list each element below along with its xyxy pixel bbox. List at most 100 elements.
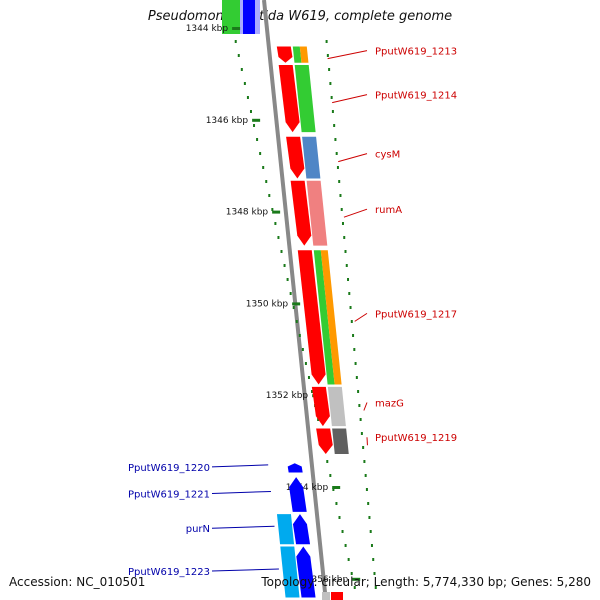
- ruler-dot: [326, 460, 329, 463]
- adjacent-cog-bottom: [322, 592, 330, 600]
- ruler-dot: [286, 278, 289, 281]
- genome-backbone: [262, 0, 328, 600]
- cog-block: [313, 250, 335, 385]
- adjacent-genes-top: [222, 0, 260, 34]
- gene-label: PputW619_1219: [375, 433, 457, 444]
- gene-arrow: [278, 65, 300, 133]
- outer-ruler-dot: [367, 502, 370, 505]
- ruler-dot: [304, 362, 307, 365]
- ruler-dot: [268, 194, 271, 197]
- ruler-dot: [335, 502, 338, 505]
- outer-ruler-dot: [369, 530, 372, 533]
- ruler-tick: 1354 kbp: [286, 483, 341, 493]
- adjacent-genes-bottom: [322, 592, 343, 600]
- ruler-tick: 1348 kbp: [226, 208, 281, 218]
- gene-label: cysM: [375, 150, 400, 161]
- adjacent-gene-top: [243, 0, 255, 34]
- gene-mazG: mazG: [311, 386, 404, 427]
- outer-ruler-dot: [373, 572, 376, 575]
- ruler-dot: [289, 292, 292, 295]
- outer-ruler-dot: [341, 222, 344, 225]
- outer-ruler-dot: [349, 306, 352, 309]
- outer-ruler-dot: [343, 236, 346, 239]
- adjacent-gene-bottom: [331, 592, 343, 600]
- outer-ruler-dot: [355, 376, 358, 379]
- outer-ruler-dot: [357, 390, 360, 393]
- genome-summary: Topology: circular; Length: 5,774,330 bp…: [261, 575, 591, 589]
- ruler-label: 1352 kbp: [266, 391, 309, 401]
- gene-leader: [211, 525, 275, 529]
- ruler-label: 1354 kbp: [286, 483, 329, 493]
- gene-arrow: [276, 46, 293, 63]
- ruler-dot: [277, 236, 280, 239]
- ruler-dot: [307, 376, 310, 379]
- outer-ruler-dot: [350, 320, 353, 323]
- gene-arrow: [290, 180, 312, 246]
- gene-PputW619_1217: PputW619_1217: [297, 250, 457, 385]
- outer-ruler-dot: [368, 516, 371, 519]
- ruler-dot: [271, 208, 274, 211]
- ruler-label: 1344 kbp: [186, 24, 229, 34]
- ruler-dot: [350, 572, 353, 575]
- outer-ruler-dot: [360, 432, 363, 435]
- gene-leader: [211, 464, 269, 468]
- ruler-dot: [256, 138, 259, 141]
- gene-arrow: [286, 136, 305, 179]
- ruler-dot: [283, 264, 286, 267]
- cog-block: [292, 46, 302, 63]
- ruler-tick: 1356 kbp: [306, 575, 361, 585]
- ruler-dot: [253, 124, 256, 127]
- gene-arrow: [311, 386, 330, 427]
- ruler-dot: [237, 54, 240, 57]
- outer-ruler-dot: [336, 166, 339, 169]
- outer-ruler-dot: [338, 180, 341, 183]
- outer-ruler-dot: [326, 54, 329, 57]
- ruler-tick-mark: [272, 210, 281, 214]
- gene-PputW619_1223: PputW619_1223: [128, 546, 316, 598]
- ruler-dot: [259, 152, 262, 155]
- gene-leader: [338, 153, 368, 163]
- ruler-dot: [249, 110, 252, 113]
- ruler-tick-mark: [292, 302, 301, 306]
- ruler-tick-mark: [332, 486, 341, 489]
- outer-ruler-dot: [328, 68, 331, 71]
- outer-ruler-dot: [358, 404, 361, 407]
- outer-ruler-dot: [365, 488, 368, 491]
- outer-ruler-dot: [372, 558, 375, 561]
- gene-leader: [327, 50, 368, 60]
- ruler-dot: [274, 222, 277, 225]
- ruler-dot: [311, 390, 314, 393]
- outer-ruler-dot: [330, 96, 333, 99]
- ruler-tick-mark: [252, 118, 261, 122]
- outer-ruler-dot: [334, 138, 337, 141]
- outer-ruler-dot: [344, 250, 347, 253]
- ruler-dot: [332, 488, 335, 491]
- ruler-tick: 1350 kbp: [246, 299, 301, 309]
- outer-ruler-dot: [325, 40, 328, 43]
- outer-ruler-dot: [347, 278, 350, 281]
- ruler-dot: [298, 334, 301, 337]
- cog-block: [327, 386, 346, 427]
- gene-arrow: [292, 514, 311, 545]
- outer-ruler-dot: [354, 362, 357, 365]
- gene-arrow: [289, 477, 307, 512]
- ruler-dot: [347, 558, 350, 561]
- outer-ruler-dot: [335, 152, 338, 155]
- gene-leader: [343, 208, 368, 218]
- ruler-dot: [301, 348, 304, 351]
- gene-arrow: [297, 250, 326, 385]
- ruler-dot: [329, 474, 332, 477]
- outer-ruler-dot: [339, 194, 342, 197]
- gene-arrow: [296, 546, 316, 598]
- cog-block: [306, 180, 328, 246]
- outer-ruler-dots: [325, 40, 377, 589]
- ruler-label: 1356 kbp: [306, 575, 349, 585]
- gene-arrow: [316, 428, 333, 454]
- outer-ruler-dot: [370, 544, 373, 547]
- ruler-dot: [262, 166, 265, 169]
- outer-ruler-dot: [329, 82, 332, 85]
- gene-label: PputW619_1213: [375, 47, 457, 58]
- ruler-dot: [341, 530, 344, 533]
- ruler-tick-mark: [352, 577, 361, 581]
- gene-label: PputW619_1217: [375, 309, 457, 320]
